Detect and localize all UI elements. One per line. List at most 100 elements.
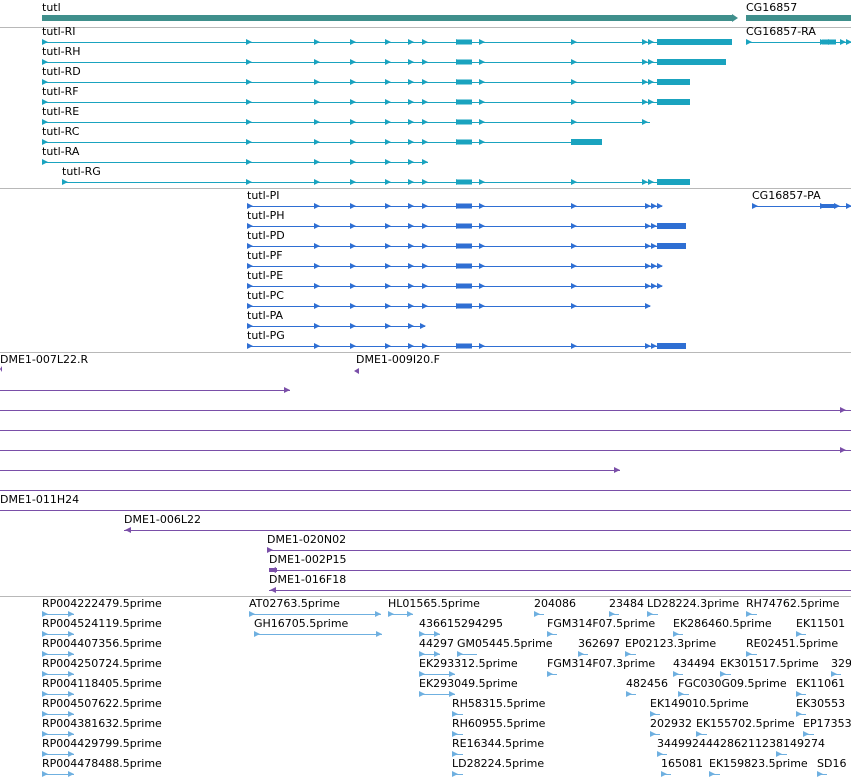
est-label[interactable]: EK293049.5prime bbox=[419, 677, 518, 690]
est-label[interactable]: LD28224.5prime bbox=[452, 757, 545, 770]
strand-arrow bbox=[247, 323, 253, 329]
strand-arrow bbox=[376, 631, 382, 637]
est-label[interactable]: RH58315.5prime bbox=[452, 697, 546, 710]
est-label[interactable]: RE02451.5prime bbox=[746, 637, 839, 650]
strand-arrow bbox=[42, 159, 48, 165]
strand-arrow bbox=[408, 79, 414, 85]
transcript-label[interactable]: tutl-RC bbox=[42, 125, 80, 138]
est-label[interactable]: RH74762.5prime bbox=[746, 597, 840, 610]
exon-block bbox=[456, 119, 472, 125]
est-label[interactable]: 204086 bbox=[534, 597, 576, 610]
transcript-label[interactable]: tutl-RD bbox=[42, 65, 81, 78]
strand-arrow bbox=[645, 243, 651, 249]
est-label[interactable]: 436615294295 bbox=[419, 617, 503, 630]
est-label[interactable]: 8149274 bbox=[776, 737, 825, 750]
est-label[interactable]: RP004507622.5prime bbox=[42, 697, 162, 710]
strand-arrow bbox=[284, 387, 290, 393]
est-label[interactable]: FGC030G09.5prime bbox=[678, 677, 787, 690]
est-label[interactable]: AT02763.5prime bbox=[249, 597, 340, 610]
strand-arrow bbox=[246, 59, 252, 65]
protein-label[interactable]: tutl-PF bbox=[247, 249, 283, 262]
strand-arrow bbox=[314, 203, 320, 209]
transcript-label[interactable]: tutl-RH bbox=[42, 45, 81, 58]
est-label[interactable]: 165081 bbox=[661, 757, 703, 770]
est-label[interactable]: RP004381632.5prime bbox=[42, 717, 162, 730]
transcript-label[interactable]: tutl-RI bbox=[42, 25, 76, 38]
clone-label[interactable]: DME1-006L22 bbox=[124, 513, 201, 526]
strand-arrow bbox=[571, 59, 577, 65]
gene-label[interactable]: CG16857 bbox=[746, 1, 798, 14]
est-label[interactable]: RE16344.5prime bbox=[452, 737, 545, 750]
strand-arrow bbox=[479, 179, 485, 185]
est-label[interactable]: FGM314F07.5prime bbox=[547, 617, 656, 630]
strand-arrow bbox=[479, 119, 485, 125]
est-label[interactable]: 362697 bbox=[578, 637, 620, 650]
est-label[interactable]: HL01565.5prime bbox=[388, 597, 480, 610]
est-label[interactable]: EK155702.5prime bbox=[696, 717, 795, 730]
protein-label[interactable]: tutl-PG bbox=[247, 329, 285, 342]
strand-arrow bbox=[408, 99, 414, 105]
clone-label[interactable]: DME1-007L22.R bbox=[0, 353, 89, 366]
strand-arrow bbox=[68, 711, 74, 717]
est-label[interactable]: EK11501 bbox=[796, 617, 846, 630]
est-label[interactable]: LD28224.3prime bbox=[647, 597, 740, 610]
strand-arrow bbox=[350, 343, 356, 349]
gene-label[interactable]: tutl bbox=[42, 1, 61, 14]
clone-label[interactable]: DME1-009I20.F bbox=[356, 353, 440, 366]
est-label[interactable]: RP004429799.5prime bbox=[42, 737, 162, 750]
est-label[interactable]: RH60955.5prime bbox=[452, 717, 546, 730]
est-label[interactable]: 329 bbox=[831, 657, 851, 670]
est-label[interactable]: 23484 bbox=[609, 597, 644, 610]
est-label[interactable]: 434494 bbox=[673, 657, 715, 670]
protein-label[interactable]: tutl-PI bbox=[247, 189, 280, 202]
protein-label[interactable]: CG16857-PA bbox=[752, 189, 821, 202]
transcript-label[interactable]: tutl-RE bbox=[42, 105, 80, 118]
est-label[interactable]: EK30553 bbox=[796, 697, 846, 710]
est-label[interactable]: EK293312.5prime bbox=[419, 657, 518, 670]
strand-arrow bbox=[648, 179, 654, 185]
strand-arrow bbox=[385, 119, 391, 125]
transcript-label[interactable]: tutl-RA bbox=[42, 145, 80, 158]
protein-label[interactable]: tutl-PC bbox=[247, 289, 284, 302]
clone-label[interactable]: DME1-016F18 bbox=[269, 573, 347, 586]
est-label[interactable]: GM05445.5prime bbox=[457, 637, 553, 650]
protein-label[interactable]: tutl-PE bbox=[247, 269, 284, 282]
est-label[interactable]: RP004478488.5prime bbox=[42, 757, 162, 770]
transcript-label[interactable]: tutl-RF bbox=[42, 85, 79, 98]
est-label[interactable]: EK159823.5prime bbox=[709, 757, 808, 770]
est-label[interactable]: EP17353 bbox=[803, 717, 851, 730]
est-label[interactable]: RP004222479.5prime bbox=[42, 597, 162, 610]
strand-arrow bbox=[422, 99, 428, 105]
strand-arrow bbox=[385, 343, 391, 349]
est-label[interactable]: GH16705.5prime bbox=[254, 617, 349, 630]
clone-label[interactable]: DME1-002P15 bbox=[269, 553, 347, 566]
est-label[interactable]: 34499244428621123 bbox=[657, 737, 776, 750]
est-label[interactable]: RP004524119.5prime bbox=[42, 617, 162, 630]
est-label[interactable]: EK149010.5prime bbox=[650, 697, 749, 710]
protein-label[interactable]: tutl-PA bbox=[247, 309, 284, 322]
est-label[interactable]: SD16 bbox=[817, 757, 847, 770]
clone-label[interactable]: DME1-020N02 bbox=[267, 533, 347, 546]
est-label[interactable]: RP004118405.5prime bbox=[42, 677, 162, 690]
strand-arrow bbox=[385, 223, 391, 229]
est-label[interactable]: EP02123.3prime bbox=[625, 637, 717, 650]
est-label[interactable]: RP004407356.5prime bbox=[42, 637, 162, 650]
strand-arrow bbox=[834, 203, 840, 209]
transcript-label[interactable]: CG16857-RA bbox=[746, 25, 816, 38]
clone-label[interactable]: DME1-011H24 bbox=[0, 493, 80, 506]
est-label[interactable]: 482456 bbox=[626, 677, 668, 690]
est-label[interactable]: EK301517.5prime bbox=[720, 657, 819, 670]
strand-arrow bbox=[571, 263, 577, 269]
est-label[interactable]: RP004250724.5prime bbox=[42, 657, 162, 670]
est-label[interactable]: EK286460.5prime bbox=[673, 617, 772, 630]
exon-block bbox=[456, 139, 472, 145]
est-label[interactable]: 202932 bbox=[650, 717, 692, 730]
strand-arrow bbox=[246, 99, 252, 105]
est-label[interactable]: EK11061 bbox=[796, 677, 846, 690]
transcript-label[interactable]: tutl-RG bbox=[62, 165, 101, 178]
strand-arrow bbox=[314, 243, 320, 249]
protein-label[interactable]: tutl-PD bbox=[247, 229, 285, 242]
est-label[interactable]: 44297 bbox=[419, 637, 454, 650]
protein-label[interactable]: tutl-PH bbox=[247, 209, 285, 222]
est-label[interactable]: FGM314F07.3prime bbox=[547, 657, 656, 670]
